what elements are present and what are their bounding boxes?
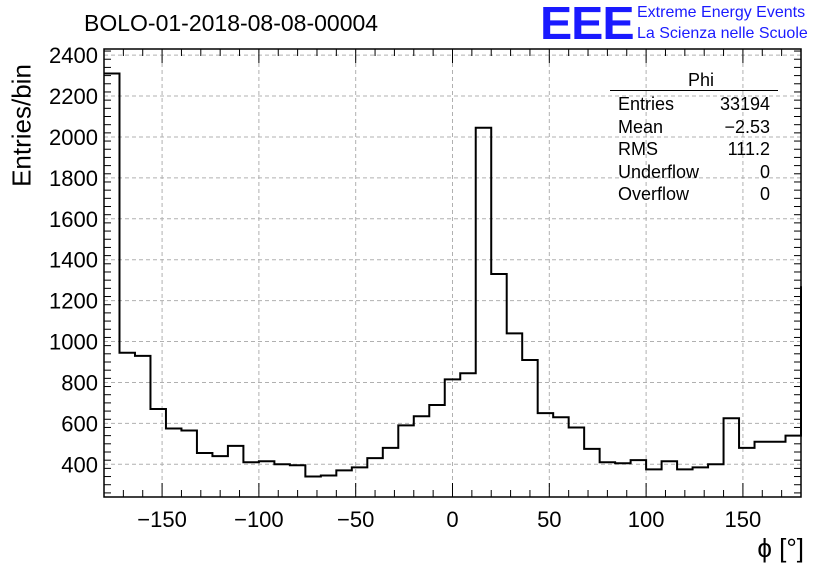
stats-label: Underflow xyxy=(618,161,700,182)
x-tick-label: −150 xyxy=(137,507,187,532)
stats-label: Entries xyxy=(618,94,675,114)
plot-frame xyxy=(103,48,802,498)
stats-title: Phi xyxy=(687,70,714,90)
stats-value: 0 xyxy=(759,184,770,204)
eee-logo: EEE xyxy=(540,0,635,49)
x-axis-label: ϕ [°] xyxy=(757,533,804,563)
y-tick-label: 1400 xyxy=(49,248,98,273)
stats-label: Mean xyxy=(618,116,664,137)
stats-box: Phi Entries 33194 Mean −2.53 RMS 111.2 U… xyxy=(610,70,778,206)
y-tick-label: 2400 xyxy=(49,43,98,68)
histogram-line xyxy=(104,72,802,478)
stats-row-rms: RMS 111.2 xyxy=(610,138,778,161)
stats-label: RMS xyxy=(618,139,658,159)
y-tick-labels: 400 600 800 1000 1200 1400 1600 1800 2000 2200 240… xyxy=(49,43,98,477)
stats-label: Overflow xyxy=(618,184,690,204)
y-tick-label: 2000 xyxy=(49,125,98,150)
stats-value: 33194 xyxy=(719,94,770,114)
stats-row-mean: Mean −2.53 xyxy=(610,116,778,139)
stats-value: 0 xyxy=(759,161,770,182)
logo-line-2: La Scienza nelle Scuole xyxy=(637,25,808,42)
y-tick-label: 1000 xyxy=(49,330,98,355)
x-tick-label: 150 xyxy=(725,507,762,532)
logo-line-1: Extreme Energy Events xyxy=(637,4,806,21)
stats-row-entries: Entries 33194 xyxy=(610,93,778,116)
x-tick-label: 100 xyxy=(628,507,665,532)
y-tick-label: 1200 xyxy=(49,289,98,314)
x-tick-label: −50 xyxy=(337,507,374,532)
stats-value: 111.2 xyxy=(727,139,770,159)
stats-value: −2.53 xyxy=(724,116,770,137)
x-tick-label: 0 xyxy=(446,507,458,532)
x-tick-label: −100 xyxy=(234,507,284,532)
x-tick-label: 50 xyxy=(537,507,561,532)
stats-row-overflow: Overflow 0 xyxy=(610,183,778,206)
y-tick-label: 600 xyxy=(61,411,98,436)
chart-title: BOLO-01-2018-08-08-00004 xyxy=(84,10,379,36)
y-tick-label: 2200 xyxy=(49,84,98,109)
grid-lines xyxy=(104,49,801,497)
y-tick-label: 1800 xyxy=(49,166,98,191)
axis-ticks xyxy=(103,49,802,497)
y-axis-label: Entries/bin xyxy=(6,64,37,187)
x-tick-labels: −150 −100 −50 0 50 100 150 xyxy=(137,507,761,532)
y-tick-label: 400 xyxy=(61,452,98,477)
y-tick-label: 800 xyxy=(61,370,98,395)
stats-row-underflow: Underflow 0 xyxy=(610,161,778,184)
y-tick-label: 1600 xyxy=(49,207,98,232)
stats-divider xyxy=(610,90,778,91)
